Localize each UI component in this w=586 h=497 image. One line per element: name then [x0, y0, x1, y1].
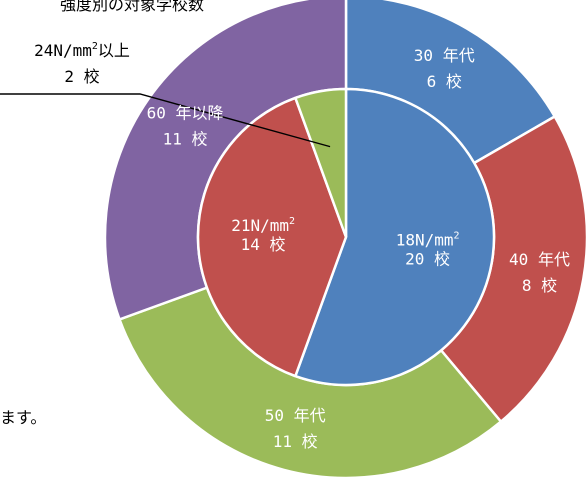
callout-layer: 24N/mm2以上 2 校 [0, 41, 331, 148]
inner-ring [196, 87, 496, 387]
inner-slice-3 [293, 87, 348, 238]
inner-callout-label: 24N/mm2以上 2 校 [34, 41, 130, 86]
outer-slice-label-1: 30 年代 6 校 [414, 46, 475, 91]
page-body-text: ます。 [0, 408, 47, 427]
page-heading-text: 強度別の対象学校数 [60, 0, 205, 14]
inner-slice-label-2: 21N/mm2 14 校 [231, 216, 295, 254]
label-layer: 30 年代 6 校 40 年代 8 校 50 年代 11 校 60 年以降 11 校 18N/m… [147, 46, 570, 451]
inner-slice-2 [196, 96, 348, 378]
callout-leader-line [0, 93, 331, 148]
inner-slice-label-1: 18N/mm2 20 校 [396, 230, 460, 268]
inner-slice-1 [293, 87, 496, 387]
outer-slice-label-3: 50 年代 11 校 [265, 406, 326, 451]
outer-slice-label-4: 60 年以降 11 校 [147, 103, 224, 148]
outer-slice-label-2: 40 年代 8 校 [509, 250, 570, 295]
